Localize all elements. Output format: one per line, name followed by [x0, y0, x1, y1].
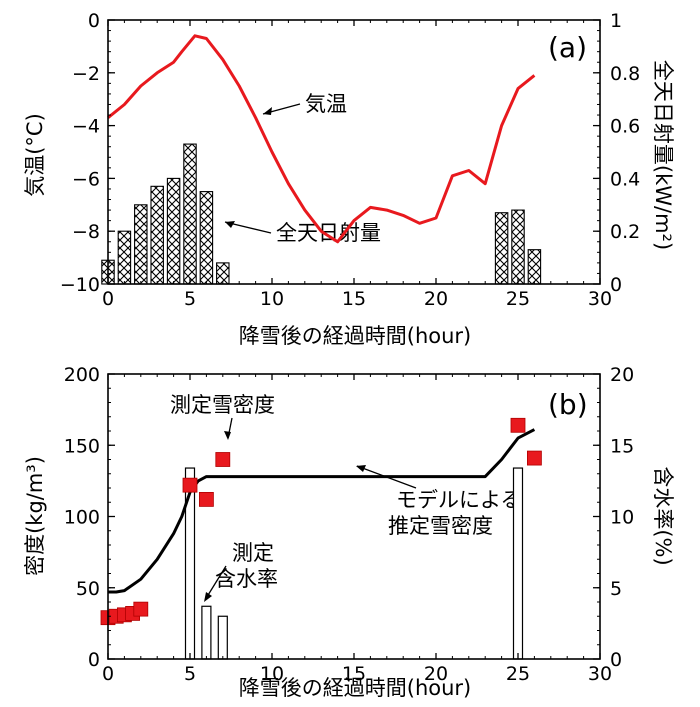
left-y-tick-label: 50 — [76, 578, 100, 600]
right-y-tick-label: 1 — [610, 10, 622, 32]
panel-a-x-axis-label: 降雪後の経過時間(hour) — [239, 324, 472, 348]
measured-density-point — [527, 450, 542, 466]
x-tick-label: 25 — [506, 663, 530, 685]
measured-water-content-arrowhead — [204, 592, 212, 602]
measured-density-point — [182, 477, 198, 493]
left-y-tick-label: −4 — [72, 116, 100, 138]
panel-a-label: (a) — [548, 31, 587, 64]
right-y-tick-label: 5 — [610, 578, 622, 600]
left-y-tick-label: −8 — [72, 221, 100, 243]
solar-radiation-bar — [183, 143, 197, 285]
measured-density-point — [133, 601, 149, 617]
left-y-tick-label: 0 — [88, 10, 100, 32]
water-content-bar — [201, 605, 212, 660]
air-temperature-annotation: 気温 — [305, 92, 347, 116]
air-temperature-arrowhead — [263, 107, 272, 115]
right-y-tick-label: 0.2 — [610, 221, 640, 243]
right-y-tick-label: 0.8 — [610, 63, 640, 85]
left-y-tick-label: 100 — [64, 507, 100, 529]
measured-density-arrowhead — [224, 431, 231, 440]
solar-radiation-bar — [216, 262, 230, 285]
right-y-tick-label: 15 — [610, 435, 634, 457]
left-y-tick-label: −6 — [72, 168, 100, 190]
measured-density-point — [198, 491, 214, 507]
panel-a-right-axis-label: 全天日射量(kW/m²) — [651, 60, 675, 250]
water-content-bar — [217, 615, 228, 660]
x-tick-label: 5 — [184, 288, 196, 310]
x-tick-label: 25 — [506, 288, 530, 310]
x-tick-label: 20 — [424, 663, 448, 685]
solar-radiation-bar — [166, 177, 181, 285]
right-y-tick-label: 0 — [610, 649, 622, 671]
model-density-annotation-line2: 推定雪密度 — [388, 514, 493, 538]
left-y-tick-label: 150 — [64, 435, 100, 457]
left-y-tick-label: 200 — [64, 364, 100, 386]
solar-radiation-bar — [199, 191, 214, 285]
model-density-line — [108, 428, 536, 594]
right-y-tick-label: 0.6 — [610, 116, 640, 138]
measured-water-content-annotation-line1: 測定 — [232, 541, 274, 565]
solar-radiation-bar — [117, 230, 132, 285]
solar-radiation-bar — [494, 212, 509, 285]
panel-b: (b) 降雪後の経過時間(hour) 密度(kg/m³) 含水率(%) 測定雪密… — [23, 364, 675, 700]
panel-b-x-axis-label: 降雪後の経過時間(hour) — [239, 676, 472, 700]
measured-density-point — [215, 452, 231, 467]
solar-radiation-annotation: 全天日射量 — [276, 221, 381, 245]
x-tick-label: 30 — [588, 663, 612, 685]
left-y-tick-label: −10 — [60, 274, 100, 296]
x-tick-label: 5 — [184, 663, 196, 685]
panel-a-left-axis-label: 気温(°C) — [23, 113, 47, 197]
panel-b-left-axis-label: 密度(kg/m³) — [23, 456, 47, 576]
left-y-tick-label: 0 — [88, 649, 100, 671]
measured-density-point — [510, 417, 526, 433]
x-tick-label: 0 — [102, 663, 114, 685]
solar-radiation-arrowhead — [225, 221, 235, 228]
x-tick-label: 30 — [588, 288, 612, 310]
panel-b-label: (b) — [548, 388, 588, 421]
measured-density-annotation: 測定雪密度 — [170, 393, 275, 417]
x-tick-label: 20 — [424, 288, 448, 310]
x-tick-label: 0 — [102, 288, 114, 310]
right-y-tick-label: 10 — [610, 507, 634, 529]
model-density-arrowhead — [356, 465, 366, 472]
x-tick-label: 15 — [342, 288, 366, 310]
right-y-tick-label: 20 — [610, 364, 634, 386]
measured-water-content-annotation-line2: 含水率 — [215, 567, 278, 591]
x-tick-label: 10 — [260, 663, 284, 685]
solar-radiation-bar — [527, 249, 542, 285]
right-y-tick-label: 0.4 — [610, 168, 640, 190]
solar-radiation-bar — [150, 185, 164, 285]
right-y-tick-label: 0 — [610, 274, 622, 296]
air-temperature-line — [107, 34, 536, 244]
panel-a: (a) 降雪後の経過時間(hour) 気温(°C) 全天日射量(kW/m²) 気… — [23, 10, 675, 348]
panel-b-right-axis-label: 含水率(%) — [651, 466, 675, 565]
solar-radiation-bar — [134, 204, 148, 285]
water-content-bar — [512, 467, 524, 660]
left-y-tick-label: −2 — [72, 63, 100, 85]
model-density-annotation-line1: モデルによる — [396, 488, 521, 512]
solar-radiation-bar — [511, 209, 525, 285]
x-tick-label: 10 — [260, 288, 284, 310]
x-tick-label: 15 — [342, 663, 366, 685]
